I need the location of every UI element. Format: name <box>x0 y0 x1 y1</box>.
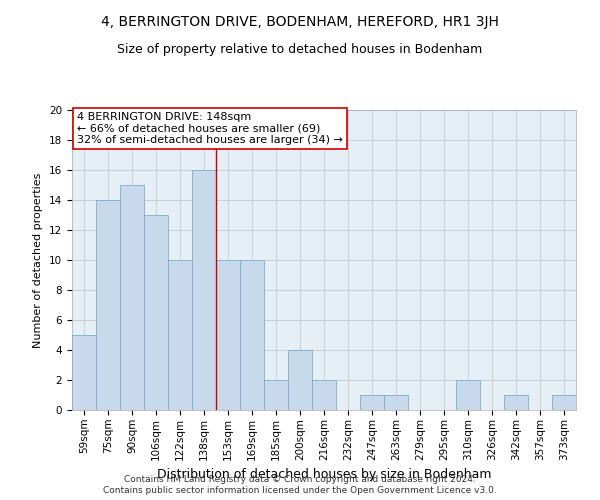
Bar <box>288 350 312 410</box>
Bar <box>72 335 96 410</box>
Bar <box>264 380 288 410</box>
Text: 4, BERRINGTON DRIVE, BODENHAM, HEREFORD, HR1 3JH: 4, BERRINGTON DRIVE, BODENHAM, HEREFORD,… <box>101 15 499 29</box>
Bar <box>192 170 216 410</box>
Bar <box>144 215 168 410</box>
Bar <box>456 380 480 410</box>
X-axis label: Distribution of detached houses by size in Bodenham: Distribution of detached houses by size … <box>157 468 491 481</box>
Text: 4 BERRINGTON DRIVE: 148sqm
← 66% of detached houses are smaller (69)
32% of semi: 4 BERRINGTON DRIVE: 148sqm ← 66% of deta… <box>77 112 343 144</box>
Bar <box>168 260 192 410</box>
Bar <box>312 380 336 410</box>
Text: Contains public sector information licensed under the Open Government Licence v3: Contains public sector information licen… <box>103 486 497 495</box>
Y-axis label: Number of detached properties: Number of detached properties <box>34 172 43 348</box>
Bar <box>96 200 120 410</box>
Bar <box>240 260 264 410</box>
Bar <box>120 185 144 410</box>
Bar <box>504 395 528 410</box>
Text: Size of property relative to detached houses in Bodenham: Size of property relative to detached ho… <box>118 42 482 56</box>
Bar <box>384 395 408 410</box>
Bar <box>216 260 240 410</box>
Bar <box>360 395 384 410</box>
Bar <box>552 395 576 410</box>
Text: Contains HM Land Registry data © Crown copyright and database right 2024.: Contains HM Land Registry data © Crown c… <box>124 475 476 484</box>
